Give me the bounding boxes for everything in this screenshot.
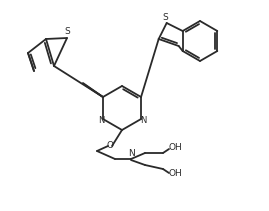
Text: OH: OH — [168, 143, 182, 153]
Text: S: S — [163, 13, 169, 22]
Text: N: N — [98, 115, 104, 124]
Text: S: S — [64, 27, 70, 36]
Text: N: N — [140, 115, 146, 124]
Text: N: N — [128, 149, 134, 158]
Text: OH: OH — [168, 169, 182, 177]
Text: O: O — [107, 142, 114, 150]
